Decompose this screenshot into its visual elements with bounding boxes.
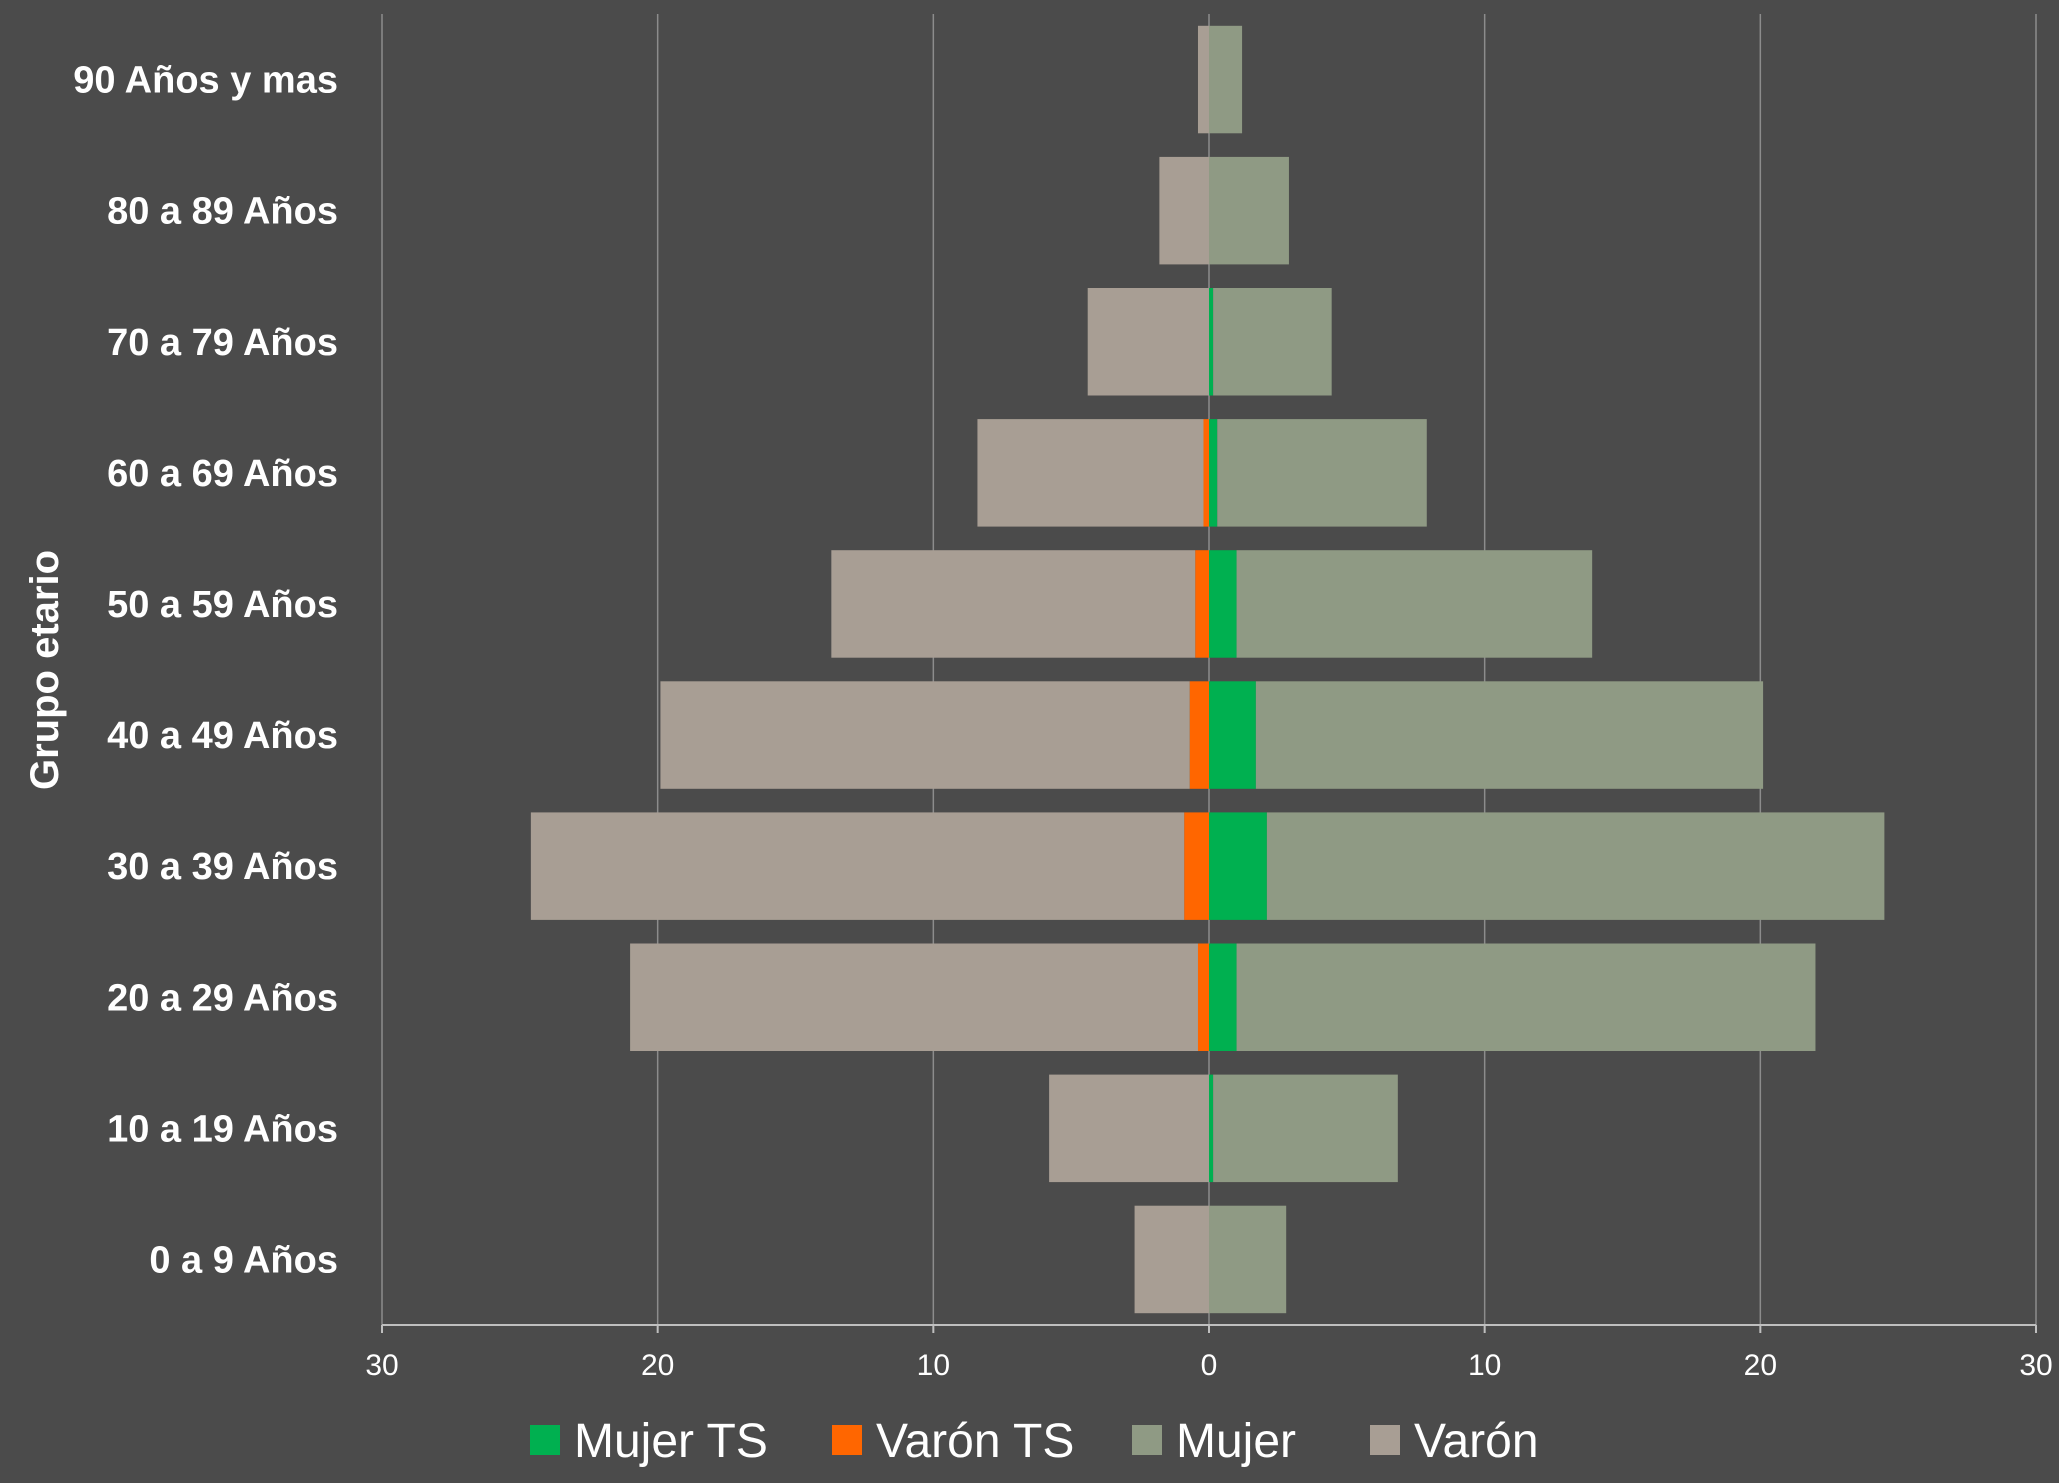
bar-mujer-8 xyxy=(1209,156,1289,265)
legend-label-0: Mujer TS xyxy=(574,1415,768,1468)
bar-mujer-ts-7 xyxy=(1209,287,1214,396)
bar-varon-5 xyxy=(831,550,1196,658)
x-tick-label-5: 20 xyxy=(1744,1349,1777,1382)
x-tick-label-6: 30 xyxy=(2019,1349,2052,1382)
bar-mujer-0 xyxy=(1209,1205,1287,1314)
bar-varon-2 xyxy=(630,943,1198,1052)
bars xyxy=(530,25,1885,1314)
bar-mujer-9 xyxy=(1209,25,1243,134)
x-tick-label-2: 10 xyxy=(917,1349,950,1382)
bar-mujer-3 xyxy=(1266,812,1885,920)
bar-mujer-ts-5 xyxy=(1209,550,1237,658)
x-axis-ticks: 30 20 10 0 10 20 30 xyxy=(365,1325,2053,1382)
bar-varon-1 xyxy=(1049,1074,1209,1183)
x-tick-label-0: 30 xyxy=(365,1349,398,1382)
category-label-4: 40 a 49 Años xyxy=(107,715,338,757)
x-tick-label-4: 10 xyxy=(1468,1349,1501,1382)
bar-varon-7 xyxy=(1087,287,1209,396)
bar-mujer-ts-1 xyxy=(1209,1074,1214,1183)
legend-label-3: Varón xyxy=(1414,1415,1539,1468)
bar-mujer-ts-6 xyxy=(1209,419,1218,527)
x-tick-label-1: 20 xyxy=(641,1349,674,1382)
legend-swatch-2 xyxy=(1132,1425,1162,1455)
bar-mujer-5 xyxy=(1236,550,1593,658)
bar-mujer-ts-3 xyxy=(1209,812,1267,920)
category-labels: 0 a 9 Años 10 a 19 Años 20 a 29 Años 30 a 3… xyxy=(73,60,338,1282)
category-label-6: 60 a 69 Años xyxy=(107,453,338,495)
category-label-2: 20 a 29 Años xyxy=(107,977,338,1019)
y-axis-title: Grupo etario xyxy=(23,550,67,790)
bar-varon-8 xyxy=(1159,156,1209,265)
category-label-0: 0 a 9 Años xyxy=(149,1239,338,1281)
category-label-3: 30 a 39 Años xyxy=(107,846,338,888)
category-label-9: 90 Años y mas xyxy=(73,60,338,102)
legend-label-2: Mujer xyxy=(1176,1415,1296,1468)
bar-varon-4 xyxy=(660,681,1190,789)
legend-label-1: Varón TS xyxy=(876,1415,1074,1468)
bar-varon-ts-3 xyxy=(1184,812,1209,920)
bar-mujer-2 xyxy=(1236,943,1816,1052)
bar-mujer-ts-4 xyxy=(1209,681,1256,789)
bar-varon-ts-5 xyxy=(1195,550,1209,658)
legend-swatch-3 xyxy=(1370,1425,1400,1455)
category-label-5: 50 a 59 Años xyxy=(107,584,338,626)
bar-mujer-1 xyxy=(1213,1074,1398,1183)
x-tick-label-3: 0 xyxy=(1201,1349,1218,1382)
category-label-8: 80 a 89 Años xyxy=(107,191,338,233)
bar-varon-ts-2 xyxy=(1197,943,1209,1052)
bar-varon-6 xyxy=(977,419,1204,527)
bar-varon-ts-4 xyxy=(1189,681,1209,789)
bar-varon-9 xyxy=(1197,25,1209,134)
bar-mujer-4 xyxy=(1255,681,1764,789)
category-label-1: 10 a 19 Años xyxy=(107,1108,338,1150)
bar-varon-0 xyxy=(1134,1205,1209,1314)
bar-varon-3 xyxy=(530,812,1185,920)
category-label-7: 70 a 79 Años xyxy=(107,322,338,364)
bar-mujer-6 xyxy=(1217,419,1427,527)
legend-swatch-0 xyxy=(530,1425,560,1455)
legend: Mujer TS Varón TS Mujer Varón xyxy=(530,1415,1539,1468)
legend-swatch-1 xyxy=(832,1425,862,1455)
bar-mujer-7 xyxy=(1213,287,1332,396)
bar-varon-ts-6 xyxy=(1203,419,1209,527)
bar-mujer-ts-2 xyxy=(1209,943,1237,1052)
